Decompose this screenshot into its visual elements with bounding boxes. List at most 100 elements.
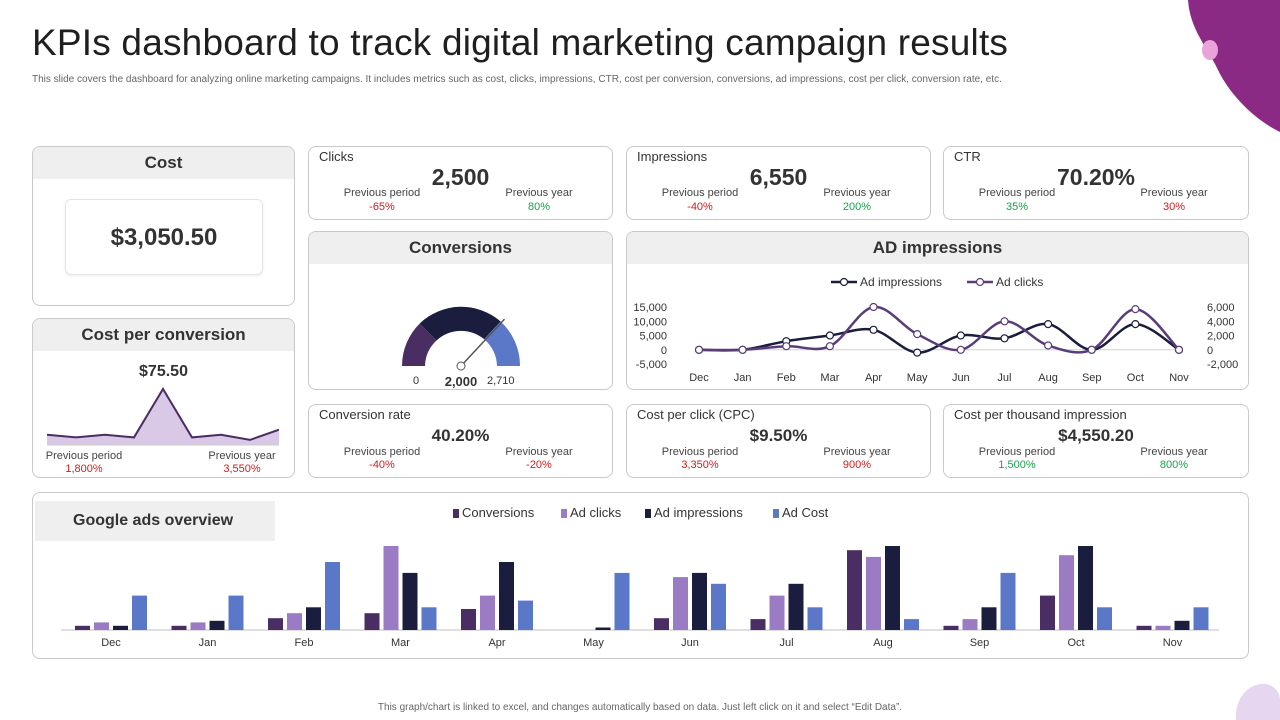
bar-conversions xyxy=(75,625,90,630)
convrate-prev-year-value: -20% xyxy=(526,459,552,471)
data-point xyxy=(738,345,747,354)
y-right-tick: 0 xyxy=(1207,345,1213,357)
cpm-prev-year-label: Previous year xyxy=(1140,446,1208,458)
legend-item: Ad impressions xyxy=(645,505,743,520)
data-point xyxy=(1174,345,1184,354)
gauge-segment-blue xyxy=(484,321,521,366)
data-point xyxy=(1000,317,1009,326)
cost-per-conversion-value: $75.50 xyxy=(139,363,188,380)
legend-label: Ad clicks xyxy=(996,275,1043,289)
x-tick-label: Sep xyxy=(1082,372,1102,384)
data-point xyxy=(1044,319,1053,329)
x-tick-label: Mar xyxy=(391,637,410,649)
google-ads-title: Google ads overview xyxy=(35,501,275,541)
x-tick-label: Apr xyxy=(488,637,505,649)
ctr-prev-year-label: Previous year xyxy=(1140,187,1208,199)
cpc-prev-period-label: Previous period xyxy=(661,446,739,458)
x-tick-label: Mar xyxy=(820,372,839,384)
data-point xyxy=(1131,319,1140,329)
data-point xyxy=(782,342,791,351)
bar-ad-clicks xyxy=(383,546,399,630)
cpm-value: $4,550.20 xyxy=(1058,426,1134,445)
data-point xyxy=(1087,345,1096,354)
legend-item: Ad Cost xyxy=(773,505,829,520)
gauge-value: 2,000 xyxy=(445,374,478,389)
cpconv-prev-period-value: 1,800% xyxy=(65,463,103,475)
gauge-segment-dark xyxy=(402,323,437,366)
x-tick-label: Aug xyxy=(1038,372,1058,384)
data-point xyxy=(1000,334,1009,343)
data-point xyxy=(913,329,922,339)
page-subtitle: This slide covers the dashboard for anal… xyxy=(32,74,1002,85)
clicks-prev-period-label: Previous period xyxy=(343,187,421,199)
bar-conversions xyxy=(1040,595,1055,630)
ad-impressions-title: AD impressions xyxy=(627,232,1248,264)
cost-per-conversion-sparkline xyxy=(47,387,279,446)
bar-ad-impressions xyxy=(1078,546,1093,630)
bar-ad-impressions xyxy=(1174,620,1190,630)
bar-ad-clicks xyxy=(1155,625,1171,630)
bar-conversions xyxy=(461,609,476,630)
x-tick-label: Oct xyxy=(1127,372,1144,384)
x-tick-label: Oct xyxy=(1067,637,1084,649)
bar-conversions xyxy=(171,625,187,630)
cpm-prev-year-value: 800% xyxy=(1159,459,1189,471)
gauge-segment-navy xyxy=(419,306,501,341)
x-tick-label: Jul xyxy=(779,637,793,649)
sparkline-area xyxy=(47,389,279,445)
gauge-min-label: 0 xyxy=(413,375,420,387)
legend-item: Conversions xyxy=(453,505,535,520)
data-point xyxy=(956,345,965,354)
x-tick-label: Jan xyxy=(199,637,217,649)
clicks-prev-period-value: -65% xyxy=(369,201,395,213)
conversions-card: Conversions 2,000 0 2,710 xyxy=(308,231,613,390)
x-tick-label: Jan xyxy=(734,372,752,384)
convrate-prev-year-label: Previous year xyxy=(505,446,573,458)
cpm-label: Cost per thousand impression xyxy=(954,407,1127,422)
legend-item: Ad clicks xyxy=(561,505,622,520)
clicks-prev-year-value: 80% xyxy=(527,201,551,213)
cpconv-prev-year-label: Previous year xyxy=(208,450,276,462)
legend-item: Ad clicks xyxy=(967,275,1043,289)
bar-ad-impressions xyxy=(113,625,128,630)
bar-ad-clicks xyxy=(673,577,688,630)
gauge-pivot xyxy=(456,361,466,371)
y-right-tick: 6,000 xyxy=(1207,302,1235,314)
x-tick-label: Feb xyxy=(777,372,796,384)
bar-ad-cost xyxy=(421,607,437,630)
y-left-tick: 10,000 xyxy=(633,316,667,328)
y-left-tick: 5,000 xyxy=(639,331,667,343)
conversion-rate-card: Conversion rate 40.20% Previous period -… xyxy=(308,404,613,478)
gauge-needle xyxy=(460,318,506,367)
cost-per-conversion-title: Cost per conversion xyxy=(33,319,294,351)
sparkline-line xyxy=(47,387,279,441)
clicks-label: Clicks xyxy=(319,149,354,164)
cpc-prev-year-value: 900% xyxy=(842,459,872,471)
data-point xyxy=(694,345,704,354)
bar-ad-cost xyxy=(132,595,147,630)
google-ads-card: Google ads overview Dec Jan Feb Mar Apr May Ju… xyxy=(32,492,1249,659)
cost-card: Cost $3,050.50 xyxy=(32,146,295,306)
x-tick-label: Feb xyxy=(295,637,314,649)
bar-ad-cost xyxy=(1097,607,1112,630)
x-tick-label: May xyxy=(907,372,928,384)
ad-impressions-card: AD impressions 15,000 10,000 5,000 0 -5,000 6… xyxy=(626,231,1249,390)
x-tick-label: Sep xyxy=(970,637,990,649)
x-tick-label: Dec xyxy=(101,637,121,649)
y-right-tick: -2,000 xyxy=(1207,359,1238,371)
bar-ad-impressions xyxy=(402,572,418,630)
bar-ad-clicks xyxy=(480,595,495,630)
gauge-max-label: 2,710 xyxy=(487,375,515,387)
legend-label: Ad clicks xyxy=(570,505,622,520)
convrate-prev-period-value: -40% xyxy=(369,459,395,471)
corner-decoration-top xyxy=(1188,0,1280,132)
ctr-prev-year-value: 30% xyxy=(1162,201,1186,213)
page-title: KPIs dashboard to track digital marketin… xyxy=(32,22,1009,63)
cpm-prev-period-value: 1,500% xyxy=(998,459,1036,471)
x-tick-label: Jun xyxy=(952,372,970,384)
cpm-prev-period-label: Previous period xyxy=(978,446,1056,458)
y-left-tick: 15,000 xyxy=(633,302,667,314)
clicks-value: 2,500 xyxy=(431,164,490,190)
bar-ad-cost xyxy=(1193,607,1209,630)
cpc-card: Cost per click (CPC) $9.50% Previous per… xyxy=(626,404,931,478)
